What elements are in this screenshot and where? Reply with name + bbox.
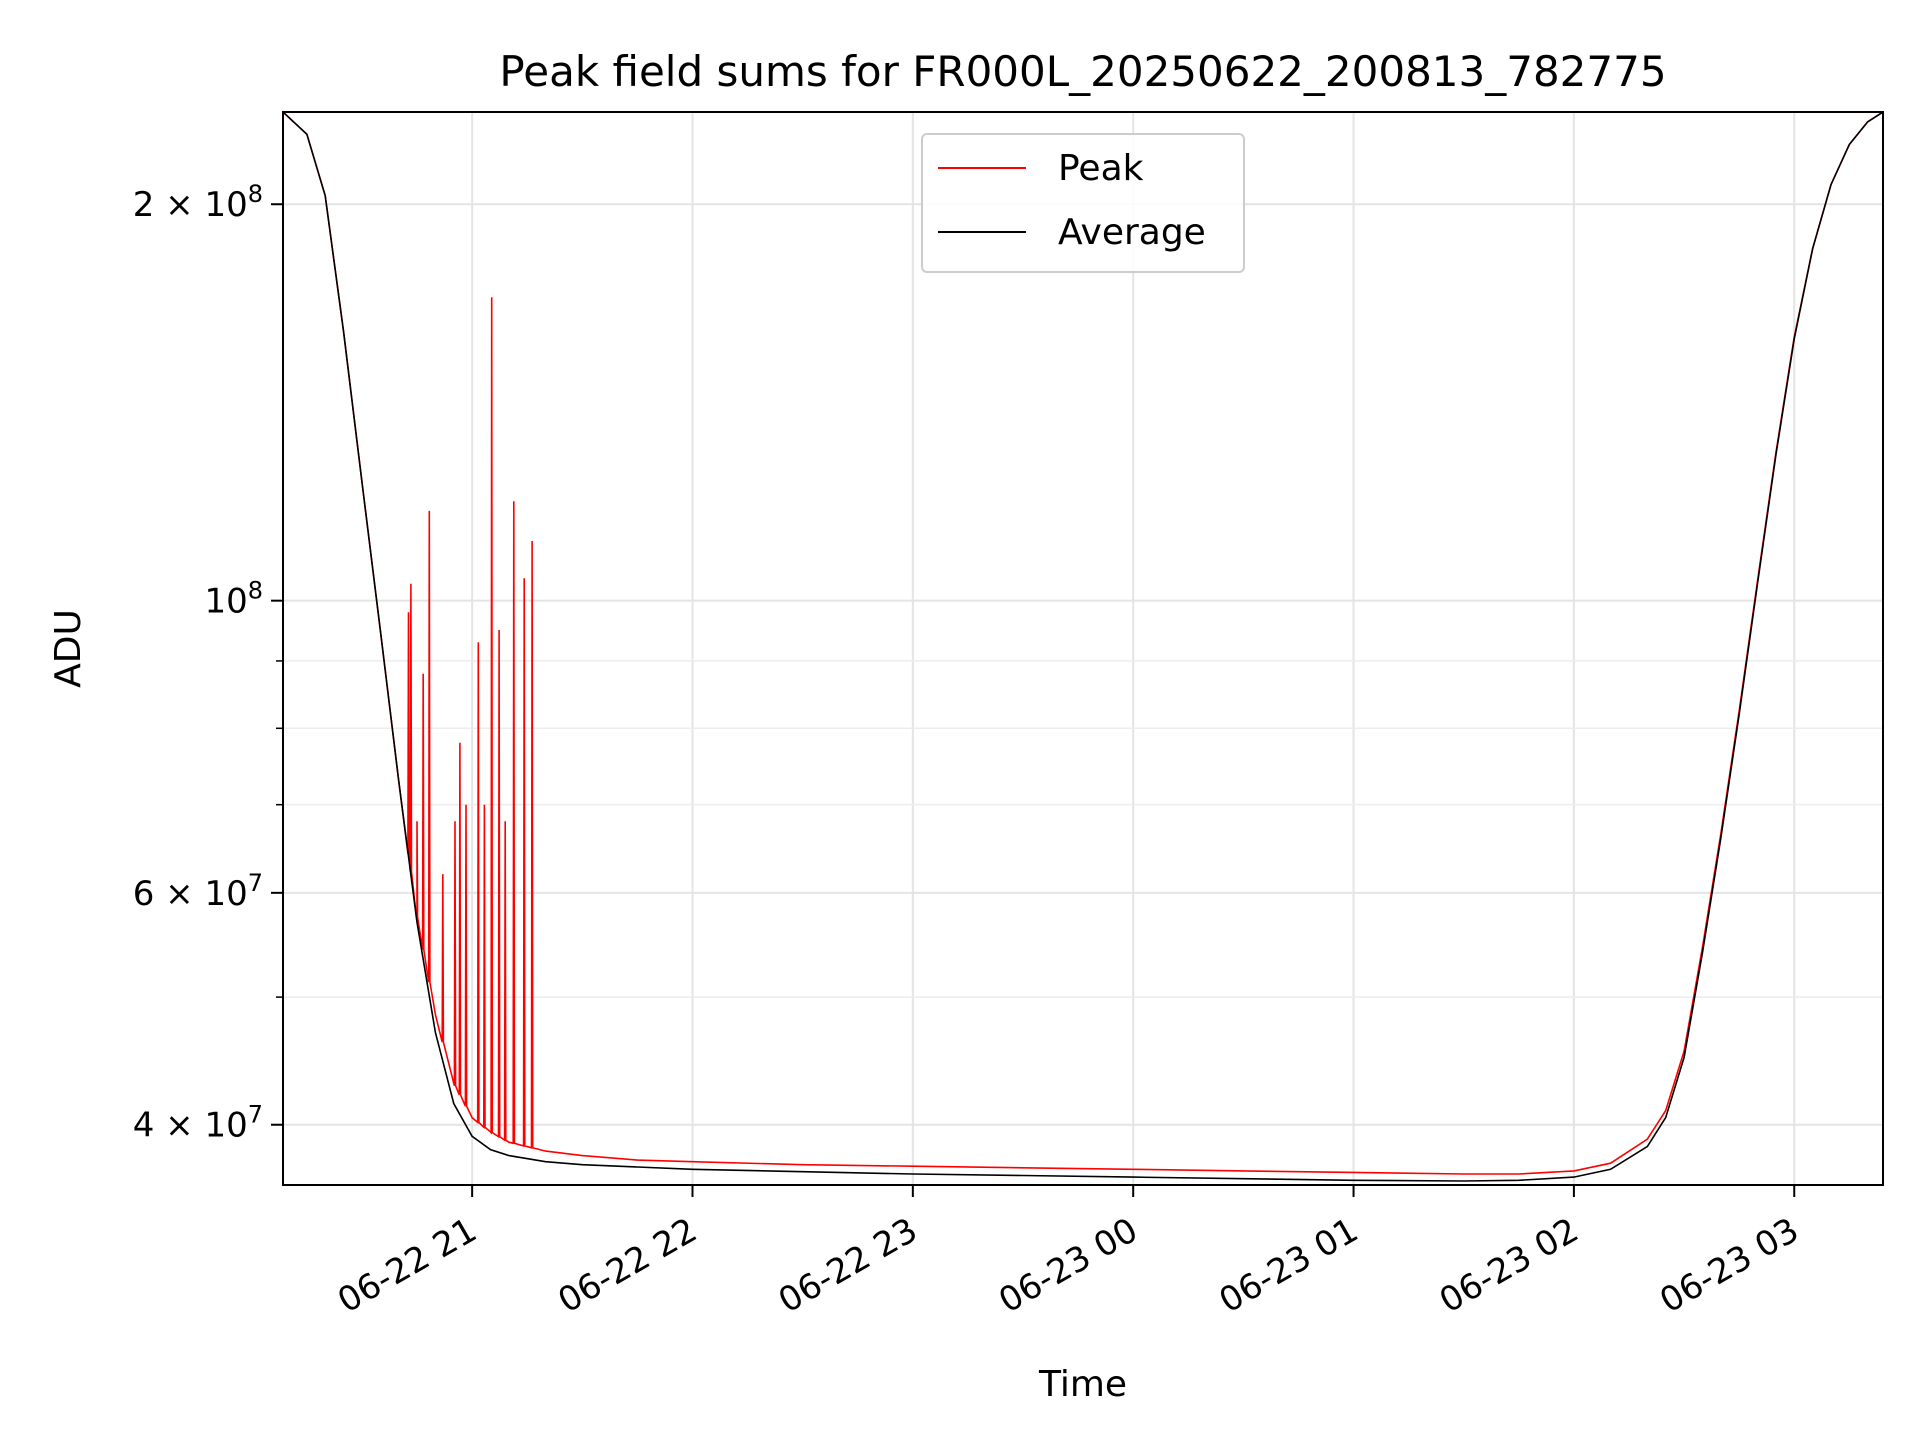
y-tick-label: 2 × 108 [133, 180, 263, 225]
y-axis-label: ADU [48, 609, 89, 688]
legend-label-average: Average [1058, 212, 1206, 253]
series-line-peak [283, 112, 1883, 1175]
grid [283, 112, 1883, 1185]
y-tick-label: 108 [204, 577, 263, 622]
y-tick-label: 6 × 107 [133, 869, 263, 914]
legend: Peak Average [921, 133, 1245, 273]
x-axis-label: Time [1038, 1364, 1127, 1405]
y-tick-label: 4 × 107 [133, 1101, 263, 1146]
chart-title: Peak field sums for FR000L_20250622_2008… [499, 47, 1666, 96]
plot-frame [282, 111, 1884, 1186]
legend-label-peak: Peak [1058, 148, 1144, 189]
series-line-average [283, 112, 1883, 1182]
series-layer [283, 112, 1883, 1182]
